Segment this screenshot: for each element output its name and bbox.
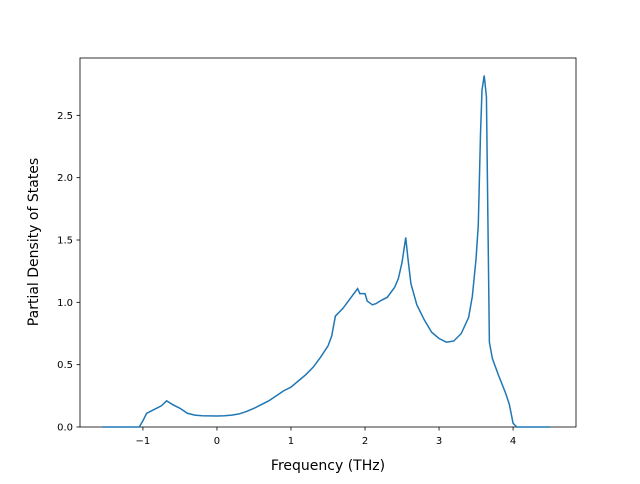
- x-tick-label: 1: [288, 436, 294, 447]
- plot-frame: [79, 57, 577, 428]
- x-axis-label: Frequency (THz): [271, 458, 385, 474]
- x-tick-label: −1: [136, 436, 151, 447]
- data-line: [102, 75, 551, 428]
- x-tick-label: 3: [436, 436, 442, 447]
- y-tick-label: 1.5: [57, 236, 73, 247]
- y-tick-label: 2.5: [57, 111, 73, 122]
- x-tick-label: 4: [510, 436, 516, 447]
- x-tick-label: 2: [362, 436, 368, 447]
- y-tick-label: 0.5: [57, 360, 73, 371]
- y-axis-label: Partial Density of States: [26, 158, 42, 326]
- y-tick-label: 1.0: [57, 298, 73, 309]
- x-tick-label: 0: [214, 436, 220, 447]
- y-tick-label: 0.0: [57, 423, 73, 434]
- y-tick-label: 2.0: [57, 173, 73, 184]
